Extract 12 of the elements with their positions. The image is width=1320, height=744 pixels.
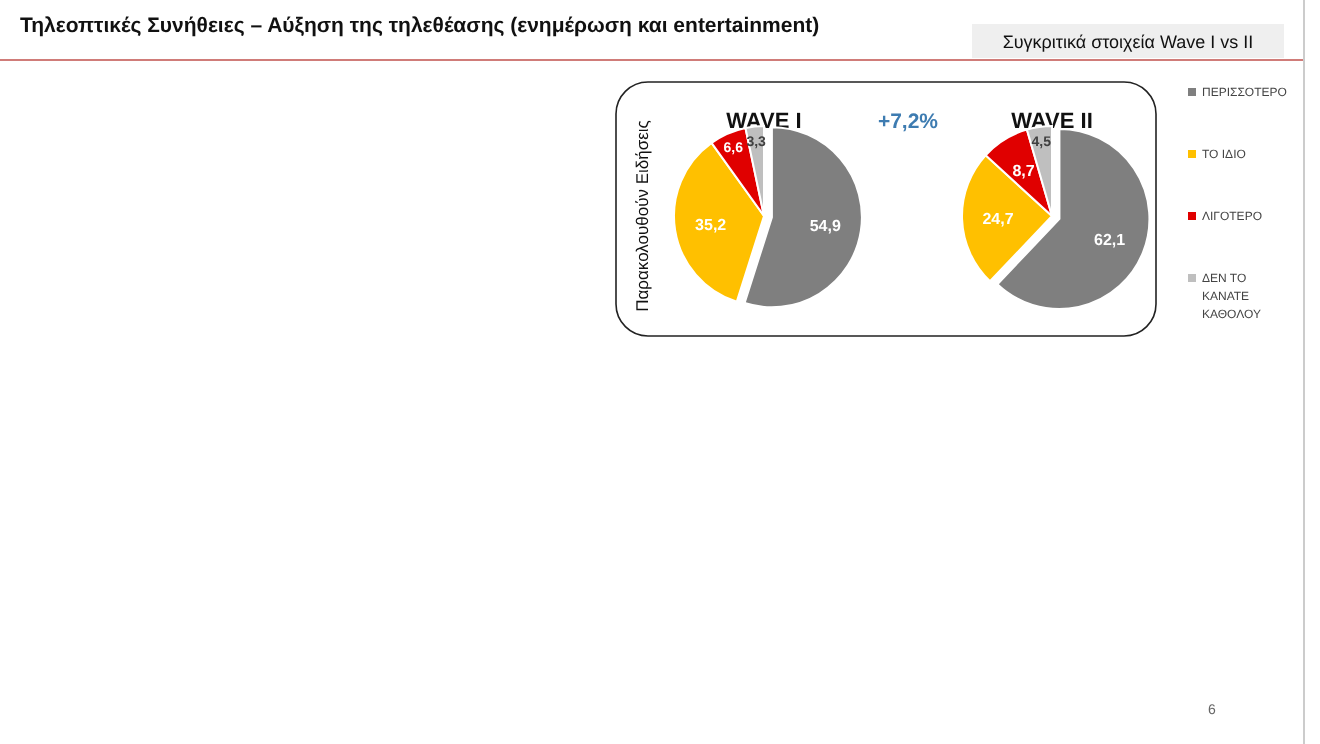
text: +7,2% bbox=[877, 110, 940, 134]
pie-slice bbox=[743, 126, 863, 309]
text: Παρακολουθούν Ειδήσεις bbox=[632, 120, 652, 312]
data-label: 24,7 bbox=[982, 209, 1015, 228]
data-label: 8,7 bbox=[1012, 162, 1036, 181]
text: Τηλεοπτικές Συνήθειες – Αύξηση της τηλεθέασης (ενημέρωση και entertainment) bbox=[20, 14, 820, 38]
data-label: 35,2 bbox=[695, 216, 728, 235]
text: WAVE II bbox=[1011, 110, 1093, 134]
text: Συγκριτικά στοιχεία Wave I vs II bbox=[1002, 32, 1254, 52]
chart-title: WAVE I bbox=[726, 110, 802, 134]
data-label: 54,9 bbox=[809, 217, 842, 236]
data-label: 62,1 bbox=[1094, 231, 1127, 249]
